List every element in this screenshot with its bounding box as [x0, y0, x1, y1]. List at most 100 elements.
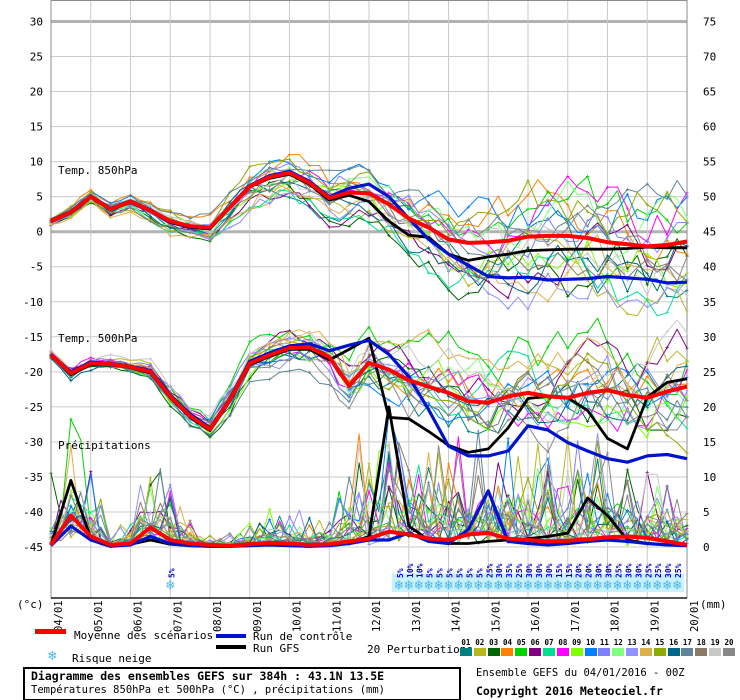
- perturbation-swatch: 03: [487, 639, 501, 656]
- y-axis-left-tick-label: -5: [30, 261, 43, 274]
- snow-percent-label: 30%: [495, 563, 504, 578]
- snow-percent-label: 15%: [565, 563, 574, 578]
- perturbation-color-square: [459, 648, 472, 656]
- y-axis-right-tick-label: 75: [703, 15, 716, 28]
- y-axis-left-tick-label: 25: [30, 51, 43, 64]
- y-axis-left-tick-label: 15: [30, 121, 43, 134]
- snow-percent-label: 25%: [485, 563, 494, 578]
- perturbation-swatch: 12: [611, 639, 625, 656]
- snowflake-icon: ❄: [592, 578, 602, 593]
- y-axis-left-tick-label: -30: [23, 436, 43, 449]
- y-axis-left-tick-label: 20: [30, 86, 43, 99]
- legend-gfs-label: Run GFS: [253, 642, 300, 655]
- snowflake-icon: ❄: [483, 578, 493, 593]
- snow-percent-label: 10%: [416, 563, 425, 578]
- snowflake-icon: ❄: [404, 578, 414, 593]
- perturbation-color-square: [473, 648, 486, 656]
- snowflake-icon: ❄: [463, 578, 473, 593]
- legend-mean-label: Moyenne des scénarios: [74, 629, 214, 642]
- y-axis-right-tick-label: 60: [703, 121, 716, 134]
- perturbation-swatch: 18: [694, 639, 708, 656]
- snow-percent-label: 5%: [465, 568, 474, 578]
- perturbation-swatch: 05: [514, 639, 528, 656]
- perturbation-color-square: [681, 648, 694, 656]
- snow-risk-icon: ❄: [48, 648, 57, 664]
- snowflake-icon: ❄: [503, 578, 513, 593]
- snow-percent-label: 35%: [505, 563, 514, 578]
- y-axis-left-tick-label: -15: [23, 331, 43, 344]
- y-axis-left-tick-label: 30: [30, 15, 43, 28]
- mean-line-precip: [49, 513, 688, 548]
- perturbation-number: 07: [544, 638, 554, 647]
- perturbation-swatch: 07: [542, 639, 556, 656]
- right-axis-unit: (mm): [700, 598, 727, 611]
- perturbation-color-square: [667, 648, 680, 656]
- perturbation-swatch: 11: [597, 639, 611, 656]
- snow-percent-label: 25%: [515, 563, 524, 578]
- panel-label-850: Temp. 850hPa: [58, 164, 138, 177]
- y-axis-right-tick-label: 25: [703, 366, 716, 379]
- perturbation-number: 18: [696, 638, 706, 647]
- y-axis-right-tick-label: 55: [703, 156, 716, 169]
- x-axis-date-label: 05/01: [93, 600, 105, 632]
- legend-perturbations-label: 20 Perturbations: [367, 643, 473, 656]
- perturbation-color-square: [709, 648, 722, 656]
- snow-percent-label: 15%: [555, 563, 564, 578]
- perturbation-number: 01: [461, 638, 471, 647]
- x-axis-date-label: 16/01: [530, 600, 542, 632]
- snow-percent-label: 5%: [436, 568, 445, 578]
- snowflake-icon: ❄: [563, 578, 573, 593]
- perturbation-number: 11: [599, 638, 609, 647]
- perturbation-swatch: 01: [459, 639, 473, 656]
- perturbation-color-square: [515, 648, 528, 656]
- legend-mean-line: [35, 629, 66, 634]
- snowflake-icon: ❄: [602, 578, 612, 593]
- perturbation-number: 04: [502, 638, 512, 647]
- y-axis-left-tick-label: 5: [36, 191, 43, 204]
- perturbation-swatch: 15: [653, 639, 667, 656]
- snowflake-icon: ❄: [394, 578, 404, 593]
- x-axis-date-label: 10/01: [292, 600, 304, 632]
- snowflake-icon: ❄: [612, 578, 622, 593]
- perturbation-color-square: [556, 648, 569, 656]
- snow-percent-label: 20%: [575, 563, 584, 578]
- perturbation-color-square: [584, 648, 597, 656]
- x-axis-date-label: 19/01: [649, 600, 661, 632]
- snow-percent-label: 30%: [664, 563, 673, 578]
- y-axis-left-tick-label: -20: [23, 366, 43, 379]
- snow-percent-label: 25%: [654, 563, 663, 578]
- snowflake-icon: ❄: [543, 578, 553, 593]
- perturbation-swatch: 17: [681, 639, 695, 656]
- x-axis-date-label: 04/01: [53, 600, 65, 632]
- snowflake-icon: ❄: [632, 578, 642, 593]
- perturbation-number: 17: [682, 638, 692, 647]
- perturbation-number: 16: [669, 638, 679, 647]
- x-axis-date-label: 13/01: [411, 600, 423, 632]
- snow-percent-label: 30%: [545, 563, 554, 578]
- snow-percent-label: 30%: [634, 563, 643, 578]
- legend-control-line: [216, 634, 246, 638]
- perturbation-number: 09: [572, 638, 582, 647]
- perturbation-color-square: [487, 648, 500, 656]
- perturbation-number: 03: [489, 638, 499, 647]
- perturbation-color-square: [542, 648, 555, 656]
- perturbation-number: 08: [558, 638, 568, 647]
- perturbation-number: 12: [613, 638, 623, 647]
- perturbation-swatch: 09: [570, 639, 584, 656]
- perturbation-number: 14: [641, 638, 651, 647]
- perturbation-color-square: [695, 648, 708, 656]
- perturbation-swatch: 19: [708, 639, 722, 656]
- snow-percent-label: 10%: [406, 563, 415, 578]
- perturbation-number: 06: [530, 638, 540, 647]
- snow-risk-label: Risque neige: [72, 652, 152, 665]
- x-axis-date-label: 15/01: [490, 600, 502, 632]
- x-axis-date-label: 06/01: [133, 600, 145, 632]
- x-axis-date-label: 17/01: [570, 600, 582, 632]
- perturbation-swatch: 16: [667, 639, 681, 656]
- snowflake-icon: ❄: [533, 578, 543, 593]
- x-axis-date-label: 11/01: [331, 600, 343, 632]
- snow-percent-label: 5%: [167, 568, 176, 578]
- snowflake-icon: ❄: [652, 578, 662, 593]
- copyright: Copyright 2016 Meteociel.fr: [476, 684, 663, 698]
- perturbation-color-square: [501, 648, 514, 656]
